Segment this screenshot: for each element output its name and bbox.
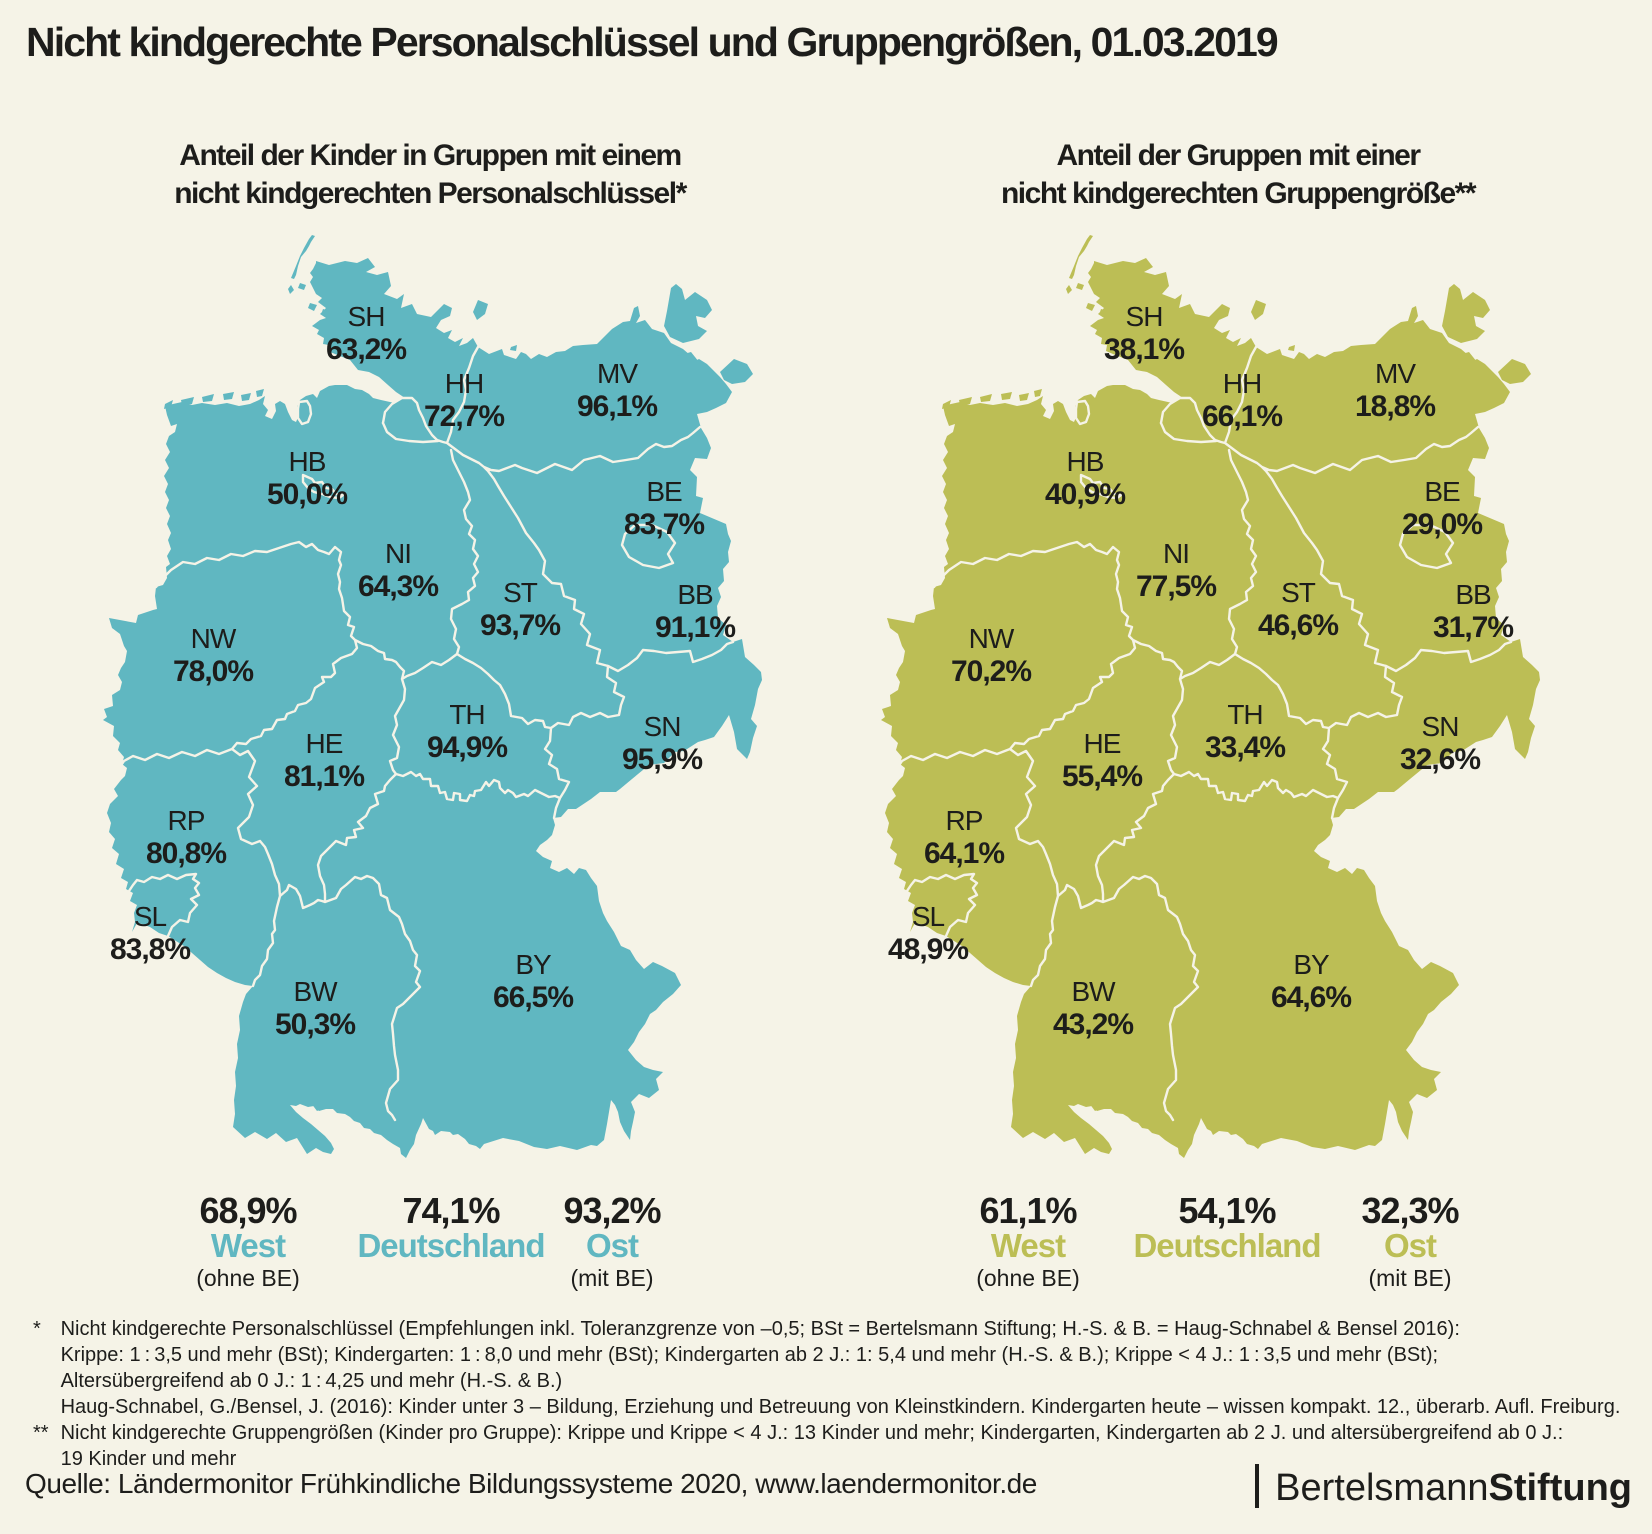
svg-text:55,4%: 55,4%	[1062, 760, 1142, 793]
svg-text:48,9%: 48,9%	[888, 933, 968, 966]
svg-text:BY: BY	[1293, 949, 1330, 980]
svg-text:NW: NW	[969, 623, 1015, 654]
svg-text:63,2%: 63,2%	[326, 333, 406, 366]
svg-text:83,7%: 83,7%	[624, 508, 704, 541]
svg-text:SL: SL	[912, 901, 945, 932]
svg-text:43,2%: 43,2%	[1053, 1008, 1133, 1041]
svg-text:46,6%: 46,6%	[1258, 609, 1338, 642]
svg-text:32,6%: 32,6%	[1400, 743, 1480, 776]
svg-text:96,1%: 96,1%	[577, 390, 657, 423]
svg-text:78,0%: 78,0%	[173, 655, 253, 688]
svg-text:72,7%: 72,7%	[424, 400, 504, 433]
svg-text:64,1%: 64,1%	[924, 837, 1004, 870]
svg-text:ST: ST	[503, 577, 538, 608]
svg-text:77,5%: 77,5%	[1136, 570, 1216, 603]
svg-text:50,3%: 50,3%	[275, 1008, 355, 1041]
svg-text:TH: TH	[449, 699, 484, 730]
svg-text:33,4%: 33,4%	[1205, 731, 1285, 764]
svg-text:NI: NI	[1163, 538, 1189, 569]
svg-text:91,1%: 91,1%	[655, 611, 735, 644]
svg-text:80,8%: 80,8%	[146, 837, 226, 870]
svg-text:MV: MV	[597, 358, 638, 389]
svg-text:95,9%: 95,9%	[622, 743, 702, 776]
svg-text:RP: RP	[168, 805, 205, 836]
svg-text:SN: SN	[1422, 711, 1459, 742]
svg-text:HB: HB	[1067, 446, 1104, 477]
svg-text:TH: TH	[1227, 699, 1262, 730]
svg-text:HE: HE	[306, 728, 343, 759]
svg-text:BW: BW	[1071, 976, 1116, 1007]
svg-text:93,7%: 93,7%	[480, 609, 560, 642]
svg-text:64,6%: 64,6%	[1271, 981, 1351, 1014]
svg-text:ST: ST	[1281, 577, 1316, 608]
svg-text:SH: SH	[1126, 301, 1163, 332]
svg-text:RP: RP	[946, 805, 983, 836]
svg-text:BB: BB	[677, 579, 713, 610]
svg-text:HH: HH	[1223, 368, 1261, 399]
svg-text:18,8%: 18,8%	[1355, 390, 1435, 423]
svg-text:HH: HH	[445, 368, 483, 399]
svg-text:BE: BE	[1424, 476, 1460, 507]
svg-text:40,9%: 40,9%	[1045, 478, 1125, 511]
svg-text:70,2%: 70,2%	[951, 655, 1031, 688]
svg-text:BW: BW	[293, 976, 338, 1007]
svg-text:66,5%: 66,5%	[493, 981, 573, 1014]
svg-text:BE: BE	[646, 476, 682, 507]
svg-text:BB: BB	[1455, 579, 1491, 610]
svg-text:NW: NW	[191, 623, 237, 654]
svg-text:SH: SH	[348, 301, 385, 332]
svg-text:BY: BY	[515, 949, 552, 980]
svg-text:MV: MV	[1375, 358, 1416, 389]
svg-text:64,3%: 64,3%	[358, 570, 438, 603]
svg-text:31,7%: 31,7%	[1433, 611, 1513, 644]
svg-text:81,1%: 81,1%	[284, 760, 364, 793]
svg-text:66,1%: 66,1%	[1202, 400, 1282, 433]
svg-text:SL: SL	[134, 901, 167, 932]
svg-text:HE: HE	[1084, 728, 1121, 759]
svg-text:83,8%: 83,8%	[110, 933, 190, 966]
svg-text:SN: SN	[644, 711, 681, 742]
svg-text:50,0%: 50,0%	[267, 478, 347, 511]
svg-text:38,1%: 38,1%	[1104, 333, 1184, 366]
svg-text:HB: HB	[289, 446, 326, 477]
svg-text:29,0%: 29,0%	[1402, 508, 1482, 541]
svg-text:NI: NI	[385, 538, 411, 569]
svg-text:94,9%: 94,9%	[427, 731, 507, 764]
